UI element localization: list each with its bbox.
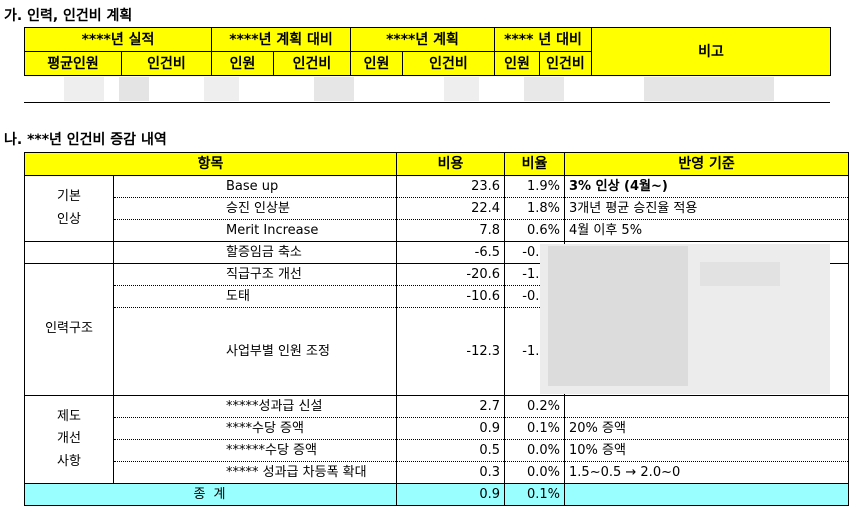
header-plan-vs: ****년 계획 대비 [211, 27, 351, 52]
subheader-labor-cost: 인건비 [273, 51, 351, 76]
cost-value: -6.5 [396, 241, 506, 264]
redacted-cell [444, 77, 479, 101]
header-cost: 비용 [396, 152, 506, 176]
total-basis [564, 483, 850, 506]
subheader-labor-cost: 인건비 [121, 51, 212, 76]
group-system-improvement: 제도 개선 사항 [24, 395, 114, 484]
item-label: ******수당 증액 [112, 439, 398, 462]
cost-value: 2.7 [396, 395, 506, 418]
header-basis: 반영 기준 [564, 152, 850, 176]
basis-text: 4월 이후 5% [564, 219, 850, 242]
group-empty [24, 241, 114, 264]
item-label: 사업부별 인원 조정 [112, 307, 398, 396]
redacted-basis-area [548, 246, 688, 386]
redacted-data-row [24, 75, 830, 103]
ratio-value: 0.0% [504, 439, 566, 462]
subheader-labor-cost: 인건비 [539, 51, 592, 76]
header-ratio: 비율 [504, 152, 566, 176]
cost-value: -12.3 [396, 307, 506, 396]
total-label: 종 계 [23, 483, 398, 506]
ratio-value: 0.0% [504, 461, 566, 484]
item-label: 할증임금 축소 [112, 241, 398, 264]
total-cost: 0.9 [396, 483, 506, 506]
cost-value: 0.5 [396, 439, 506, 462]
basis-text: 3% 인상 (4월~) [564, 175, 850, 198]
ratio-value: 1.8% [504, 197, 566, 220]
subheader-headcount: 인원 [494, 51, 540, 76]
cost-value: 0.3 [396, 461, 506, 484]
cost-value: -20.6 [396, 263, 506, 286]
ratio-value: 0.1% [504, 417, 566, 440]
item-label: 직급구조 개선 [112, 263, 398, 286]
redacted-cell [119, 77, 149, 101]
cost-value: 7.8 [396, 219, 506, 242]
total-ratio: 0.1% [504, 483, 566, 506]
section-a-title: 가. 인력, 인건비 계획 [4, 8, 133, 24]
ratio-value: 1.9% [504, 175, 566, 198]
subheader-labor-cost: 인건비 [402, 51, 495, 76]
redacted-cell [64, 77, 104, 101]
redacted-cell [524, 77, 564, 101]
basis-text: 10% 증액 [564, 439, 850, 462]
group-workforce-structure: 인력구조 [24, 263, 114, 396]
personnel-plan-table: ****년 실적 ****년 계획 대비 ****년 계획 **** 년 대비 … [24, 27, 831, 76]
item-label: Base up [112, 175, 398, 198]
item-label: 승진 인상분 [112, 197, 398, 220]
header-plan: ****년 계획 [350, 27, 495, 52]
header-item: 항목 [23, 152, 398, 176]
redacted-cell [644, 77, 774, 101]
basis-text [564, 395, 850, 418]
basis-text: 1.5~0.5 → 2.0~0 [564, 461, 850, 484]
header-actual: ****년 실적 [24, 27, 212, 52]
cost-value: -10.6 [396, 285, 506, 308]
item-label: Merit Increase [112, 219, 398, 242]
item-label: *****성과급 신설 [112, 395, 398, 418]
cost-value: 22.4 [396, 197, 506, 220]
item-label: ****수당 증액 [112, 417, 398, 440]
redacted-cell [314, 77, 354, 101]
basis-text: 20% 증액 [564, 417, 850, 440]
item-label: ***** 성과급 차등폭 확대 [112, 461, 398, 484]
ratio-value: 0.2% [504, 395, 566, 418]
cost-value: 0.9 [396, 417, 506, 440]
ratio-value: 0.6% [504, 219, 566, 242]
redacted-cell [204, 77, 239, 101]
item-label: 도태 [112, 285, 398, 308]
subheader-headcount: 인원 [350, 51, 403, 76]
subheader-avg-headcount: 평균인원 [24, 51, 122, 76]
section-b-title: 나. ***년 인건비 증감 내역 [4, 132, 167, 148]
redacted-basis-area [700, 262, 780, 286]
basis-text: 3개년 평균 승진율 적용 [564, 197, 850, 220]
subheader-headcount: 인원 [211, 51, 274, 76]
header-vs: **** 년 대비 [494, 27, 592, 52]
group-basic-raise: 기본 인상 [24, 175, 114, 242]
header-remark: 비고 [591, 27, 831, 76]
cost-value: 23.6 [396, 175, 506, 198]
